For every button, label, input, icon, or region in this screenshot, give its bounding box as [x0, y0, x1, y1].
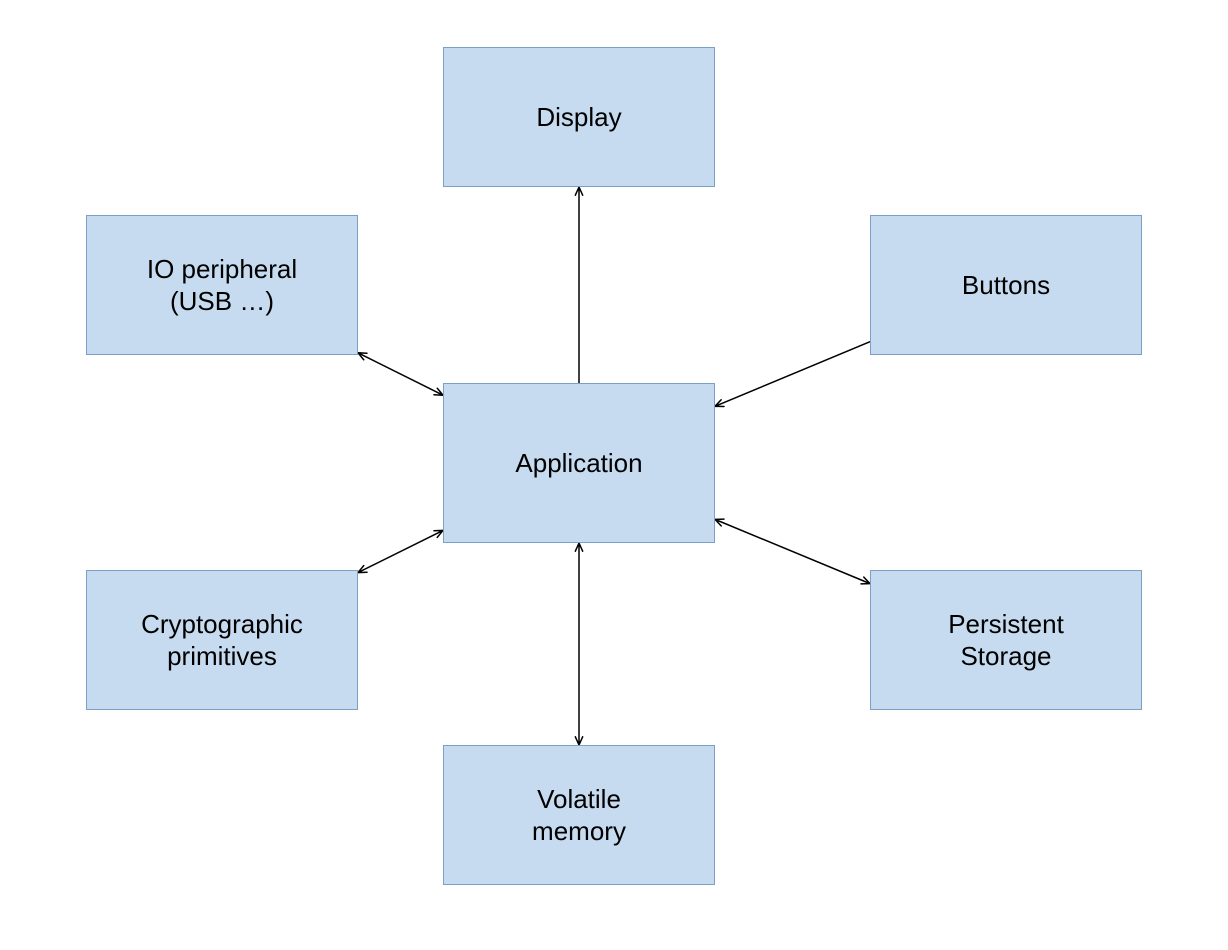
node-storage: Persistent Storage: [870, 570, 1142, 710]
node-application: Application: [443, 383, 715, 543]
node-crypto: Cryptographic primitives: [86, 570, 358, 710]
node-io: IO peripheral (USB …): [86, 215, 358, 355]
application-architecture-diagram: Application Display IO peripheral (USB …) B…: [0, 0, 1228, 950]
node-volatile: Volatile memory: [443, 745, 715, 885]
node-buttons: Buttons: [870, 215, 1142, 355]
node-display: Display: [443, 47, 715, 187]
